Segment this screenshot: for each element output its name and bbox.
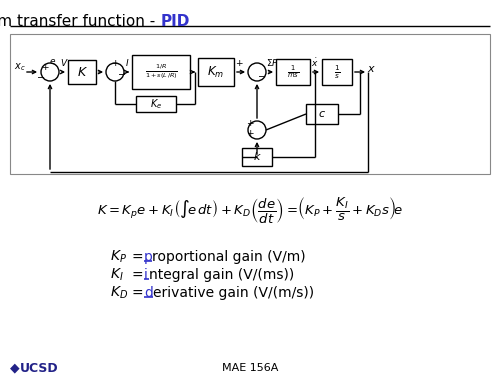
Text: $x_c$: $x_c$ [14,61,26,73]
Text: roportional gain (V/m): roportional gain (V/m) [152,250,306,264]
Text: $K_m$: $K_m$ [208,64,224,80]
Text: $\frac{1/R}{1+s(L\,/R)}$: $\frac{1/R}{1+s(L\,/R)}$ [144,63,178,81]
Text: =: = [132,286,148,300]
Text: $K_e$: $K_e$ [150,97,162,111]
Bar [132,55,190,89]
Text: −: − [258,72,266,82]
Bar [10,34,490,174]
Text: p: p [144,250,153,264]
Text: e: e [49,58,55,66]
Text: $\frac{1}{ms}$: $\frac{1}{ms}$ [287,64,299,80]
Text: +: + [111,59,119,68]
Text: $K_I$: $K_I$ [110,267,124,283]
Text: $K = K_p e + K_I \left(\int\! e\,dt\right) + K_D \left(\dfrac{de}{dt}\right)= \!: $K = K_p e + K_I \left(\int\! e\,dt\righ… [97,195,403,225]
Bar [242,148,272,166]
Text: UCSD: UCSD [20,362,59,374]
Text: PID: PID [161,14,190,29]
Text: c: c [319,109,325,119]
Text: erivative gain (V/(m/s)): erivative gain (V/(m/s)) [153,286,314,300]
Text: d: d [144,286,153,300]
Text: +: + [235,59,242,68]
Text: ntegral gain (V/(ms)): ntegral gain (V/(ms)) [149,268,294,282]
Text: =: = [132,268,148,282]
Text: $\frac{1}{s}$: $\frac{1}{s}$ [334,63,340,81]
Text: x: x [368,64,374,74]
Text: V: V [60,59,66,68]
Text: +: + [246,129,254,137]
Text: System transfer function -: System transfer function - [0,14,160,29]
Text: i: i [144,268,148,282]
Text: MAE 156A: MAE 156A [222,363,278,373]
Bar [136,96,176,112]
Text: −: − [118,70,126,80]
Text: ◆: ◆ [10,362,20,374]
Text: +: + [41,63,49,71]
Text: $K_D$: $K_D$ [110,285,128,301]
Bar [276,59,310,85]
Text: k: k [254,152,260,162]
Bar [198,58,234,86]
Text: I: I [126,59,128,68]
Bar [68,60,96,84]
Bar [322,59,352,85]
Text: $\dot{x}$: $\dot{x}$ [311,57,318,69]
Text: =: = [132,250,148,264]
Bar [306,104,338,124]
Text: K: K [78,66,86,78]
Text: −: − [37,73,45,83]
Text: $\Sigma F$: $\Sigma F$ [266,58,279,68]
Text: +: + [246,119,254,127]
Text: $K_P$: $K_P$ [110,249,127,265]
